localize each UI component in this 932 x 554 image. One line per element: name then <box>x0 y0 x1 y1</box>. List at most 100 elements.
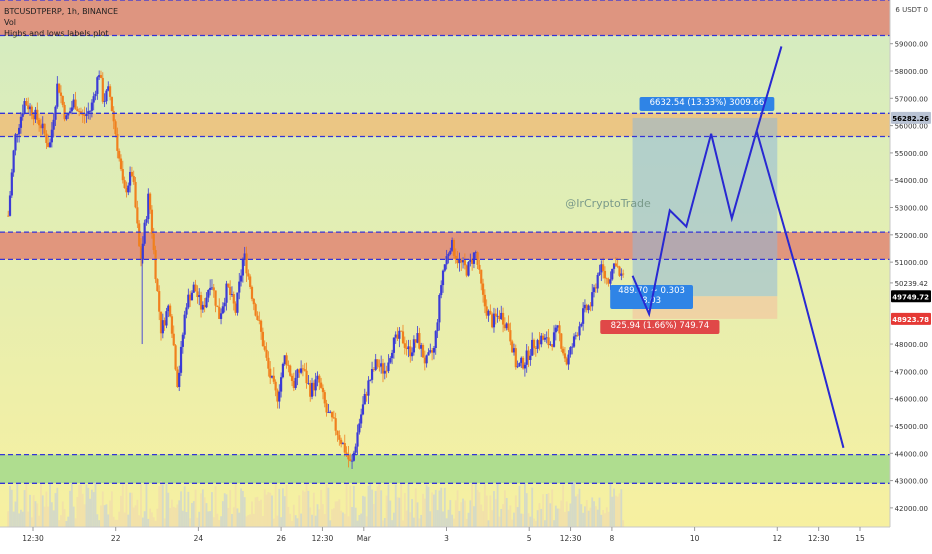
candle-body-281 <box>518 363 521 367</box>
candle-body-54 <box>105 90 108 102</box>
candle-body-163 <box>303 369 306 371</box>
candle-body-299 <box>551 344 554 347</box>
candle-body-318 <box>585 304 588 311</box>
candle-body-172 <box>320 382 323 388</box>
volume-bar-16 <box>36 503 39 527</box>
indicator-vol[interactable]: Vol <box>4 18 16 27</box>
volume-bar-285 <box>525 493 528 527</box>
volume-bar-303 <box>558 508 561 527</box>
candle-body-228 <box>421 345 425 358</box>
volume-layer <box>7 481 625 527</box>
candle-body-106 <box>199 295 203 310</box>
candle-body-27 <box>56 83 59 107</box>
candle-body-225 <box>416 333 419 343</box>
volume-bar-105 <box>198 511 201 527</box>
candle-body-315 <box>580 323 583 327</box>
volume-bar-139 <box>260 499 262 527</box>
volume-bar-211 <box>391 520 393 527</box>
y-tick-label-3: 56000.00 <box>895 123 928 131</box>
candle-body-329 <box>605 278 608 280</box>
candle-body-295 <box>543 337 547 340</box>
volume-bar-42 <box>83 504 86 527</box>
volume-bar-58 <box>112 516 115 527</box>
volume-bar-260 <box>480 504 483 527</box>
volume-bar-213 <box>394 484 397 527</box>
volume-bar-48 <box>94 481 97 527</box>
volume-bar-86 <box>163 518 166 527</box>
y-axis: 59000.00 58000.00 57000.00 56000.00 55000.00… <box>890 41 928 513</box>
candle-body-122 <box>229 286 232 295</box>
candle-body-293 <box>540 335 543 345</box>
y-tick-label-10: 48000.00 <box>895 341 928 349</box>
volume-bar-120 <box>225 494 228 527</box>
volume-bar-337 <box>620 489 623 527</box>
y-tick-label-1: 58000.00 <box>895 68 928 76</box>
volume-bar-75 <box>143 511 146 527</box>
candle-body-186 <box>345 452 348 455</box>
candle-body-309 <box>569 347 572 355</box>
volume-bar-323 <box>594 506 597 527</box>
candle-body-175 <box>325 403 328 413</box>
x-tick-label-11: 12 <box>773 534 783 543</box>
candle-body-55 <box>107 86 110 91</box>
volume-bar-140 <box>262 516 264 527</box>
volume-bar-251 <box>463 500 466 527</box>
volume-bar-220 <box>407 482 410 527</box>
candle-body-88 <box>167 305 170 312</box>
candle-body-4 <box>14 134 17 151</box>
candle-body-18 <box>39 125 43 129</box>
volume-bar-39 <box>78 484 81 527</box>
volume-bar-148 <box>276 515 279 527</box>
volume-bar-100 <box>189 518 192 527</box>
candle-body-251 <box>463 260 466 266</box>
candle-body-332 <box>611 268 614 280</box>
candle-body-115 <box>216 305 219 307</box>
candle-body-1 <box>8 195 12 216</box>
candle-body-294 <box>541 335 545 340</box>
candle-body-56 <box>108 86 112 97</box>
watermark: @IrCryptoTrade <box>565 197 651 210</box>
volume-bar-88 <box>167 492 170 527</box>
volume-bar-138 <box>258 500 261 527</box>
indicator-highs-lows[interactable]: Highs and lows labels plot <box>4 29 109 38</box>
volume-bar-226 <box>418 518 421 527</box>
volume-bar-249 <box>460 502 463 527</box>
volume-bar-192 <box>356 520 359 527</box>
volume-bar-333 <box>613 488 615 527</box>
x-tick-label-13: 15 <box>855 534 865 543</box>
volume-bar-270 <box>498 516 501 527</box>
volume-bar-154 <box>287 506 290 527</box>
volume-bar-186 <box>345 481 348 527</box>
volume-bar-129 <box>241 490 244 527</box>
candle-body-76 <box>145 219 148 223</box>
volume-bar-302 <box>556 508 559 527</box>
candle-body-139 <box>259 320 263 332</box>
candle-body-128 <box>239 275 243 282</box>
candle-body-317 <box>583 304 587 309</box>
measure-label-low: 825.94 (1.66%) 749.74 <box>600 320 720 334</box>
candle-body-32 <box>65 115 68 120</box>
candle-body-177 <box>329 411 332 413</box>
volume-bar-231 <box>427 486 430 527</box>
volume-bar-318 <box>585 500 588 527</box>
candle-body-227 <box>420 345 423 349</box>
volume-bar-78 <box>149 508 152 527</box>
candle-body-23 <box>48 142 52 148</box>
candle-body-97 <box>183 314 186 335</box>
candle-body-211 <box>390 352 394 359</box>
candle-body-338 <box>622 273 625 275</box>
y-tick-label-12: 46000.00 <box>895 396 928 404</box>
volume-bar-222 <box>411 499 413 527</box>
volume-bar-317 <box>584 506 586 527</box>
candle-body-61 <box>118 150 121 159</box>
volume-bar-184 <box>342 512 344 527</box>
candle-body-141 <box>263 346 266 350</box>
candle-body-236 <box>436 322 439 332</box>
candle-body-215 <box>398 330 401 339</box>
volume-bar-49 <box>96 514 99 527</box>
volume-bar-36 <box>72 506 75 527</box>
candle-body-13 <box>30 106 33 116</box>
symbol-line[interactable]: BTCUSDTPERP, 1h, BINANCE <box>4 7 118 16</box>
candle-body-337 <box>620 273 623 276</box>
